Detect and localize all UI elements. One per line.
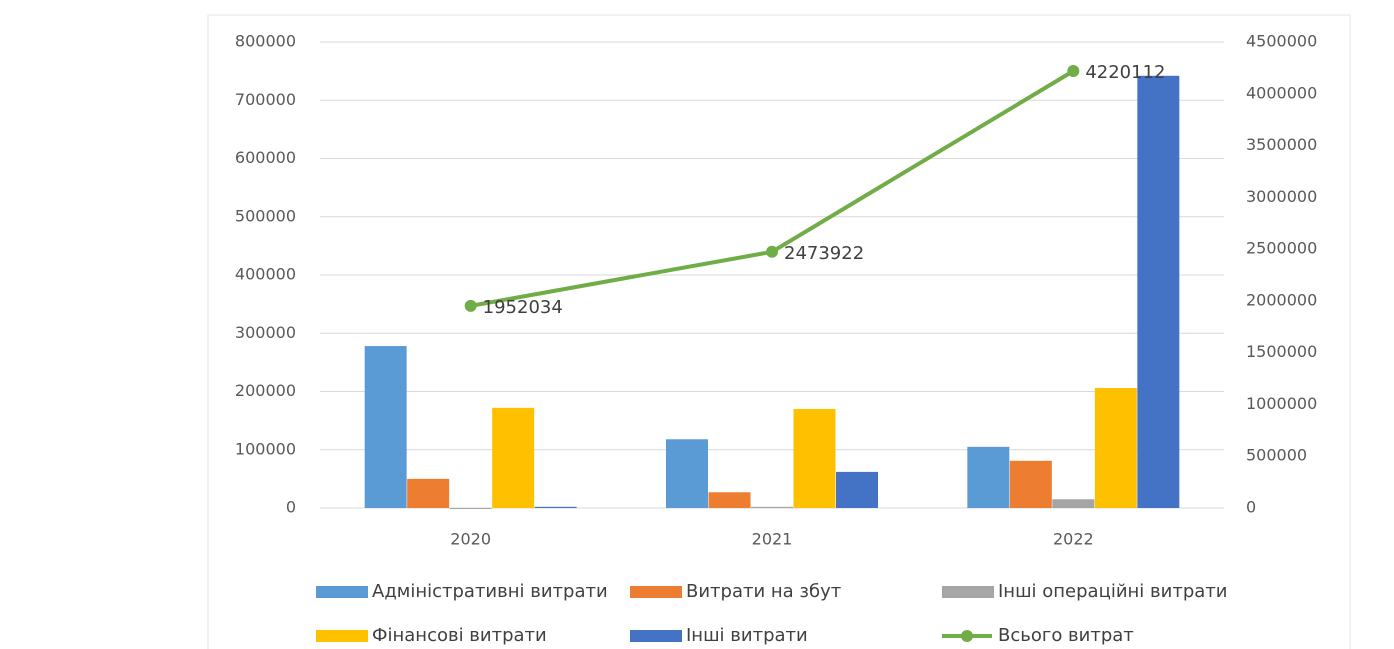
- legend-marker: [961, 630, 973, 642]
- legend-swatch: [630, 586, 682, 598]
- data-label: 2473922: [784, 243, 864, 264]
- y-tick-label: 500000: [235, 206, 296, 225]
- y-tick-label: 700000: [235, 90, 296, 109]
- legend-label: Фінансові витрати: [372, 625, 547, 646]
- bar: [751, 506, 793, 508]
- bar: [407, 478, 450, 508]
- y-tick-label: 600000: [235, 148, 296, 167]
- legend-label: Інші витрати: [686, 625, 808, 646]
- legend-swatch: [316, 586, 368, 598]
- bar: [793, 408, 836, 508]
- x-tick-label: 2021: [752, 530, 793, 549]
- y-tick-label: 800000: [235, 32, 296, 51]
- x-tick-label: 2020: [450, 530, 491, 549]
- legend-label: Адміністративні витрати: [372, 581, 608, 602]
- legend-swatch: [942, 586, 994, 598]
- y2-tick-label: 2500000: [1246, 239, 1317, 258]
- bar: [492, 407, 535, 508]
- line-point: [464, 299, 477, 312]
- y-tick-label: 100000: [235, 439, 296, 458]
- bar: [708, 492, 751, 508]
- y2-tick-label: 1000000: [1246, 394, 1317, 413]
- bar: [1052, 499, 1095, 508]
- bar: [1009, 460, 1052, 508]
- data-label: 1952034: [483, 297, 563, 318]
- legend-label: Всього витрат: [998, 625, 1134, 646]
- y2-tick-label: 2000000: [1246, 290, 1317, 309]
- y2-tick-label: 4000000: [1246, 83, 1317, 102]
- line-point: [766, 245, 778, 258]
- y2-tick-label: 0: [1246, 498, 1256, 517]
- data-label: 4220112: [1085, 62, 1165, 83]
- bar: [836, 471, 878, 508]
- bar: [967, 446, 1010, 508]
- y-tick-label: 0: [286, 498, 296, 517]
- y2-tick-label: 4500000: [1246, 32, 1317, 51]
- bar: [1094, 388, 1137, 508]
- legend-swatch: [316, 630, 368, 642]
- y2-tick-label: 1500000: [1246, 342, 1317, 361]
- legend-swatch: [630, 630, 682, 642]
- y-tick-label: 300000: [235, 323, 296, 342]
- y-tick-label: 400000: [235, 265, 296, 284]
- line-point: [1067, 64, 1080, 77]
- bar: [1137, 75, 1180, 508]
- legend-label: Витрати на збут: [686, 581, 841, 602]
- bar: [534, 506, 577, 508]
- y-tick-label: 200000: [235, 381, 296, 400]
- bar: [449, 508, 492, 509]
- bar: [666, 439, 708, 508]
- x-tick-label: 2022: [1053, 530, 1094, 549]
- legend-label: Інші операційні витрати: [998, 581, 1227, 602]
- bar: [364, 346, 407, 508]
- y2-tick-label: 500000: [1246, 446, 1307, 465]
- y2-tick-label: 3500000: [1246, 135, 1317, 154]
- y2-tick-label: 3000000: [1246, 187, 1317, 206]
